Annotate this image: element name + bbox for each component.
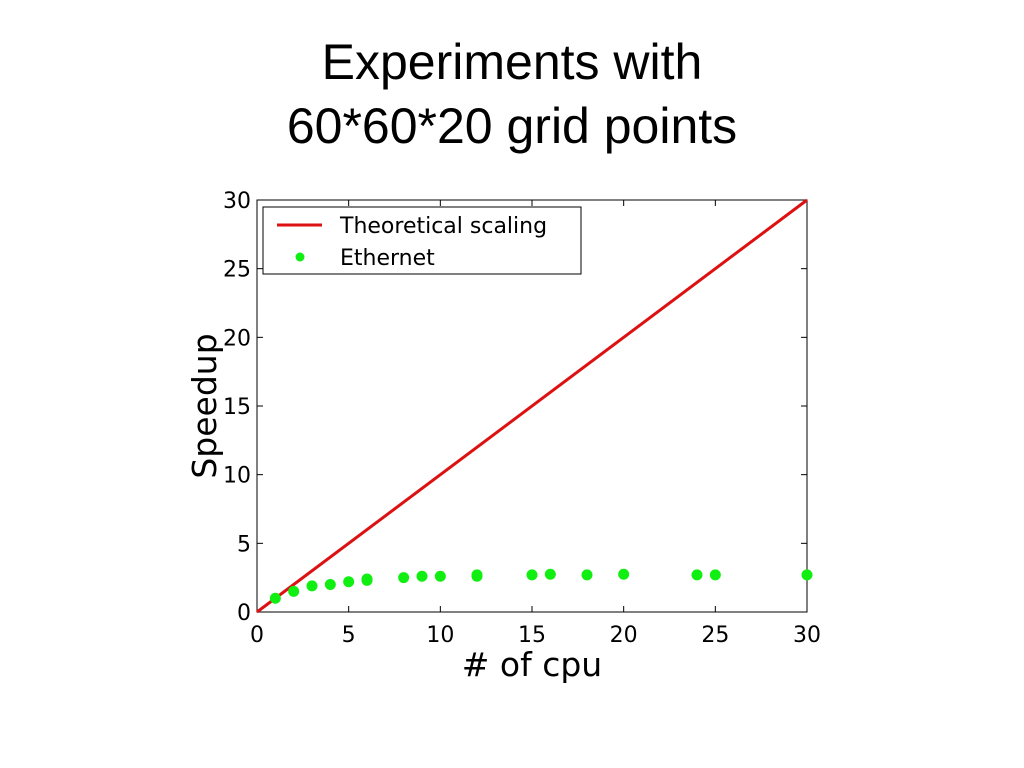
legend: Theoretical scaling Ethernet	[262, 206, 582, 275]
ethernet-data-point	[526, 569, 538, 581]
y-axis-label: Speedup	[185, 333, 224, 478]
x-tick-label: 20	[610, 623, 638, 648]
ethernet-data-point	[471, 569, 483, 581]
ethernet-data-point	[343, 576, 355, 588]
ethernet-data-point	[618, 568, 630, 580]
ethernet-data-point	[581, 569, 593, 581]
y-tick-label: 25	[223, 258, 251, 283]
slide-title-line-1: Experiments with	[321, 34, 703, 90]
legend-label-ethernet: Ethernet	[340, 246, 435, 271]
ethernet-data-point	[801, 569, 813, 581]
ethernet-data-point	[709, 569, 721, 581]
ethernet-data-point	[416, 570, 428, 582]
x-tick-label: 10	[426, 623, 454, 648]
legend-label-theoretical: Theoretical scaling	[339, 214, 547, 239]
ethernet-data-point	[691, 569, 703, 581]
x-axis-label: # of cpu	[462, 645, 602, 684]
ethernet-data-point	[544, 568, 556, 580]
legend-ethernet-dot-swatch	[295, 252, 305, 262]
y-tick-label: 20	[223, 326, 251, 351]
legend-box	[262, 206, 582, 275]
y-tick-label: 0	[237, 601, 251, 626]
axis-ticks: 0 5 10 15 20 25 30 0 5 10 15 20 25 30	[223, 189, 821, 648]
x-tick-label: 5	[342, 623, 356, 648]
theoretical-scaling-line	[256, 198, 808, 614]
y-tick-label: 30	[223, 189, 251, 214]
ethernet-data-point	[288, 585, 300, 597]
x-tick-label: 30	[793, 623, 821, 648]
ethernet-data-point	[361, 573, 373, 585]
ethernet-data-point	[306, 580, 318, 592]
x-tick-label: 15	[518, 623, 546, 648]
y-tick-label: 5	[237, 532, 251, 557]
data-marks	[256, 198, 813, 614]
ethernet-data-point	[398, 572, 410, 584]
ethernet-data-point	[324, 579, 336, 591]
slide-title: Experiments with 60*60*20 grid points	[0, 30, 1024, 158]
ethernet-data-point	[269, 592, 281, 604]
x-tick-label: 0	[250, 623, 264, 648]
ethernet-data-point	[434, 570, 446, 582]
x-tick-label: 25	[701, 623, 729, 648]
y-tick-label: 10	[223, 464, 251, 489]
y-tick-label: 15	[223, 395, 251, 420]
slide-title-line-2: 60*60*20 grid points	[286, 98, 738, 154]
